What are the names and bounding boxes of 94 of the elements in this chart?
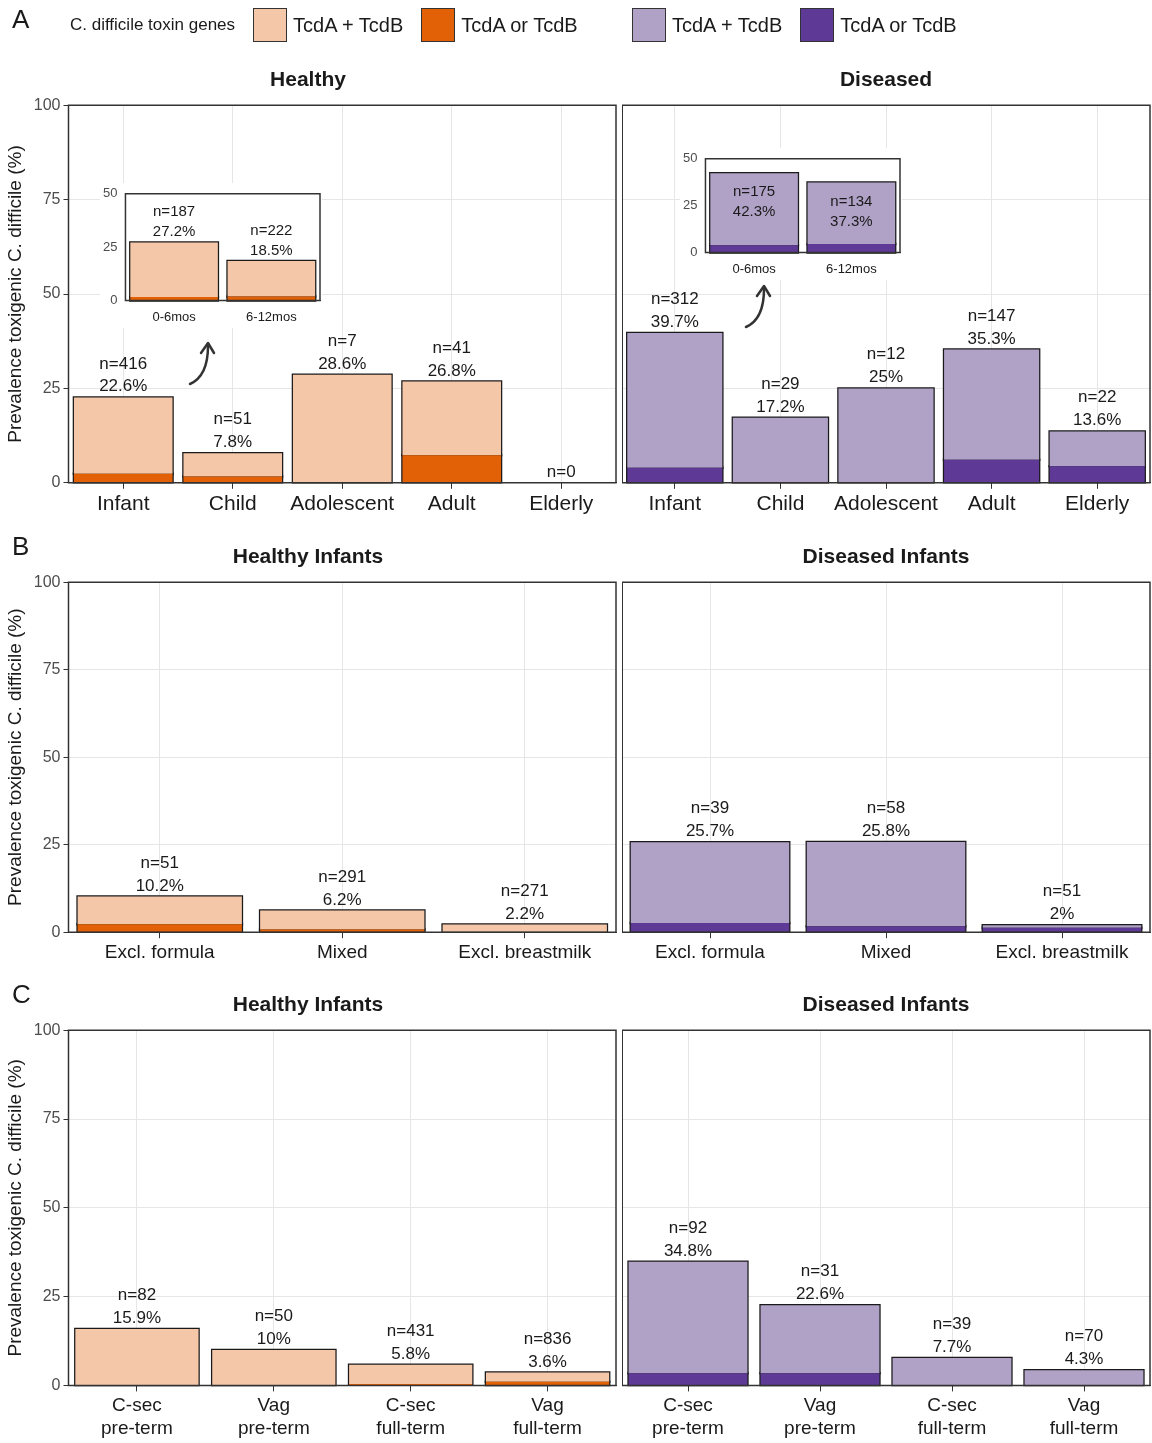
x-tick-label: Vag full-term [513, 1394, 582, 1438]
x-tick-label: Child [756, 491, 805, 515]
chart-title: Healthy Infants [232, 992, 384, 1016]
y-tick-label: 25 [102, 238, 118, 254]
legend-label: TcdA or TcdB [840, 13, 957, 37]
y-tick-label: 0 [110, 291, 118, 307]
total-label: n=134 37.3% [830, 191, 873, 229]
total-label: n=291 6.2% [318, 866, 367, 909]
x-tick-label: C-sec pre-term [101, 1394, 173, 1438]
total-label: n=431 5.8% [386, 1320, 435, 1363]
y-tick-label: 75 [42, 190, 61, 208]
y-axis-title: Prevalence toxigenic C. difficile (%) [3, 608, 25, 906]
x-tick-label: Mixed [316, 940, 368, 962]
total-label: n=51 10.2% [135, 852, 184, 895]
total-label: n=22 13.6% [1073, 387, 1122, 430]
total-label: n=41 26.8% [427, 337, 476, 380]
chart-title: Diseased Infants [802, 544, 970, 568]
total-label: n=147 35.3% [967, 305, 1016, 348]
chart-title: Diseased [839, 67, 933, 91]
x-tick-label: 6-12mos [826, 260, 878, 276]
total-label: n=31 22.6% [795, 1261, 845, 1304]
legend-title: C. difficile toxin genes [70, 15, 236, 35]
x-tick-label: Infant [648, 491, 702, 515]
total-label: n=222 18.5% [250, 220, 293, 258]
y-tick-label: 75 [42, 1109, 61, 1127]
total-label: n=39 7.7% [932, 1314, 972, 1357]
x-tick-label: Elderly [1065, 491, 1130, 515]
x-tick-label: Excl. breastmilk [995, 940, 1130, 962]
total-label: n=51 7.8% [213, 409, 253, 452]
total-label: n=51 2% [1042, 881, 1082, 924]
y-tick-label: 25 [682, 197, 698, 213]
text: C [12, 979, 31, 1010]
x-tick-label: Adult [427, 491, 476, 515]
x-tick-label: Excl. breastmilk [458, 940, 592, 962]
y-tick-label: 50 [42, 747, 61, 765]
chart-title: Healthy Infants [232, 544, 384, 568]
x-tick-label: C-sec full-term [376, 1394, 445, 1438]
y-tick-label: 0 [51, 922, 61, 940]
total-label: n=416 22.6% [99, 353, 148, 396]
x-tick-label: Vag full-term [1049, 1394, 1119, 1438]
total-label: n=312 39.7% [650, 288, 699, 331]
total-label: n=0 [546, 461, 576, 481]
y-tick-label: 50 [102, 185, 118, 201]
x-tick-label: Vag pre-term [237, 1394, 310, 1438]
x-tick-label: C-sec pre-term [652, 1394, 724, 1438]
total-label: n=50 10% [254, 1305, 293, 1348]
y-tick-label: 25 [42, 378, 61, 396]
text: B [12, 531, 30, 562]
y-tick-label: 50 [682, 150, 698, 166]
total-label: n=58 25.8% [861, 797, 911, 840]
text: A [12, 4, 30, 35]
x-tick-label: Child [208, 491, 257, 515]
x-tick-label: Adolescent [834, 491, 939, 515]
total-label: n=82 15.9% [112, 1284, 162, 1327]
total-label: n=836 3.6% [523, 1328, 572, 1371]
y-axis-title: Prevalence toxigenic C. difficile (%) [3, 1059, 25, 1357]
x-tick-label: Vag pre-term [784, 1394, 856, 1438]
total-label: n=7 28.6% [318, 330, 367, 373]
y-tick-label: 0 [51, 473, 61, 491]
y-tick-label: 100 [33, 95, 61, 113]
total-label: n=70 4.3% [1064, 1326, 1104, 1369]
legend-label: TcdA or TcdB [461, 13, 578, 37]
y-tick-label: 100 [33, 572, 61, 590]
y-axis-title: Prevalence toxigenic C. difficile (%) [3, 145, 25, 443]
chart-title: Healthy [270, 67, 347, 91]
total-label: n=187 27.2% [152, 202, 196, 240]
y-tick-label: 100 [33, 1020, 61, 1038]
x-tick-label: 0-6mos [152, 308, 197, 324]
x-tick-label: Adult [967, 491, 1016, 515]
chart-title: Diseased Infants [802, 992, 970, 1016]
total-label: n=39 25.7% [685, 798, 735, 841]
y-tick-label: 50 [42, 1198, 61, 1216]
total-label: n=12 25% [866, 344, 906, 387]
total-label: n=175 42.3% [732, 182, 776, 220]
y-tick-label: 0 [51, 1375, 61, 1393]
x-tick-label: Infant [96, 491, 150, 515]
x-tick-label: 0-6mos [732, 260, 777, 276]
x-tick-label: Excl. formula [104, 940, 216, 962]
legend-label: TcdA + TcdB [672, 13, 783, 37]
total-label: n=29 17.2% [756, 373, 805, 416]
total-label: n=92 34.8% [663, 1217, 713, 1260]
y-tick-label: 25 [42, 1287, 61, 1305]
x-tick-label: Mixed [860, 940, 912, 962]
x-tick-label: 6-12mos [246, 308, 298, 324]
x-tick-label: C-sec full-term [917, 1394, 987, 1438]
total-label: n=271 2.2% [500, 880, 549, 923]
x-tick-label: Excl. formula [655, 940, 766, 962]
y-tick-label: 50 [42, 284, 61, 302]
y-tick-label: 75 [42, 660, 61, 678]
x-tick-label: Elderly [529, 491, 594, 515]
y-tick-label: 25 [42, 835, 61, 853]
x-tick-label: Adolescent [290, 491, 395, 515]
legend-label: TcdA + TcdB [293, 13, 404, 37]
y-tick-label: 0 [690, 243, 698, 259]
